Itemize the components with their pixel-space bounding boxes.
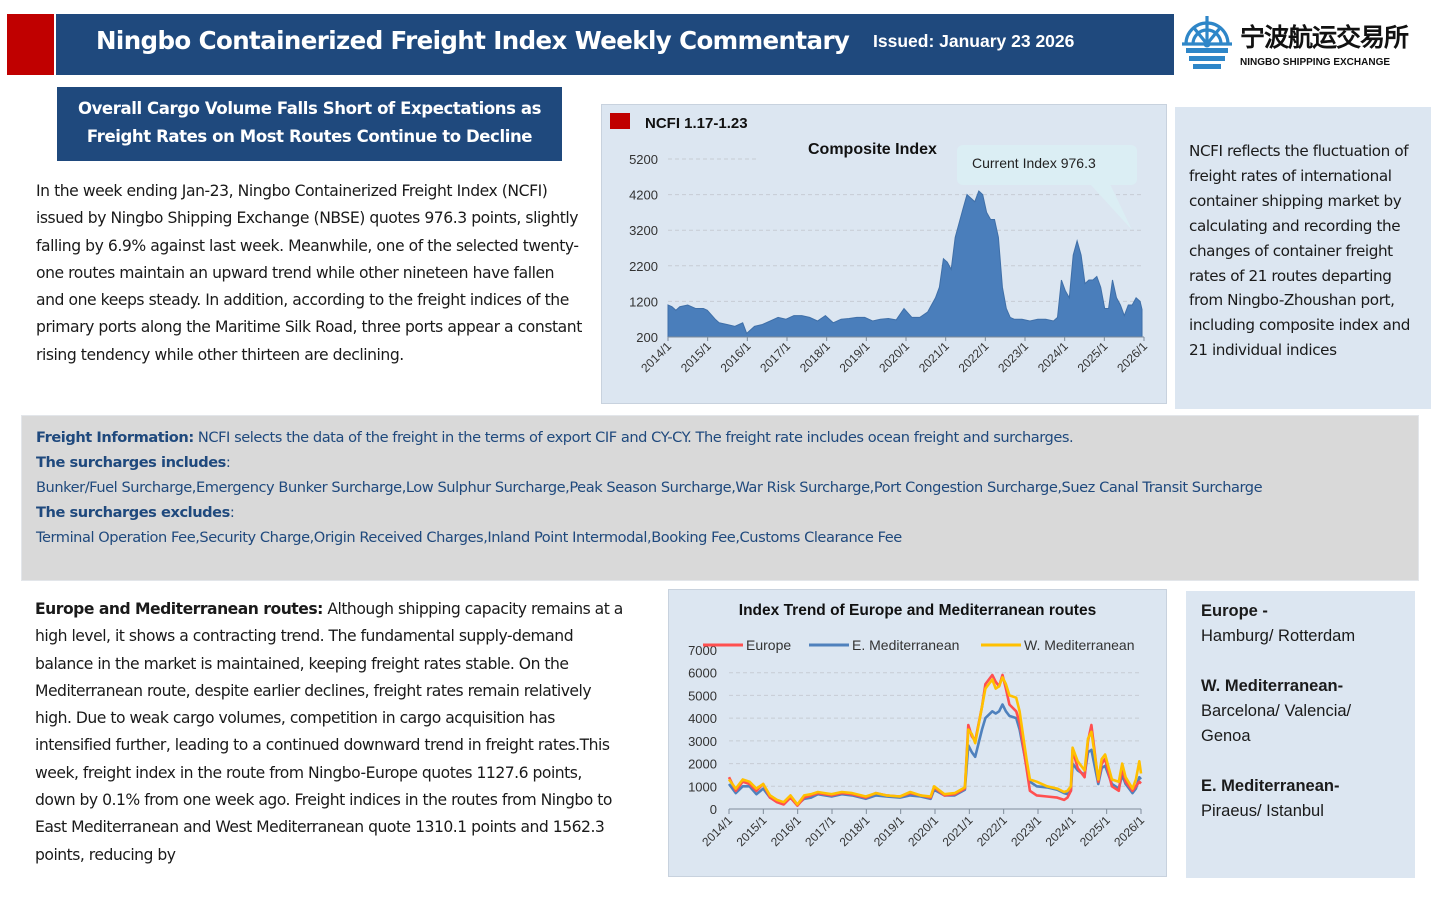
ncfi-marker [610,113,630,129]
x-tick-label: 2016/1 [768,813,804,849]
header-bar [56,14,1174,75]
y-tick-label: 0 [710,802,717,817]
x-tick-label: 2017/1 [802,813,838,849]
y-tick-label: 2000 [688,757,717,772]
x-tick-label: 2018/1 [837,813,873,849]
ningbo-shipping-exchange-logo: 宁波航运交易所 NINGBO SHIPPING EXCHANGE [1178,14,1438,74]
headline-line-1: Overall Cargo Volume Falls Short of Expe… [77,99,542,118]
includes-label: The surcharges includes [36,453,226,471]
freight-info-text: NCFI selects the data of the freight in … [193,429,1074,446]
route-name: W. Mediterranean- [1201,677,1344,695]
y-tick-label: 5000 [688,688,717,703]
headline-line-2: Freight Rates on Most Routes Continue to… [86,127,533,146]
headline-box: Overall Cargo Volume Falls Short of Expe… [57,87,562,161]
page-title: Ningbo Containerized Freight Index Weekl… [96,26,850,55]
y-tick-label: 2200 [629,259,658,274]
route-legend-box: Europe - Hamburg/ Rotterdam W. Mediterra… [1186,591,1415,878]
logo-chinese-text: 宁波航运交易所 [1240,23,1409,52]
colon: : [229,503,235,521]
chart-period-label: NCFI 1.17-1.23 [645,115,748,132]
ncfi-description-box: NCFI reflects the fluctuation of freight… [1175,107,1431,409]
route-name: E. Mediterranean- [1201,777,1340,795]
y-tick-label: 3000 [688,734,717,749]
legend-label: E. Mediterranean [852,637,959,653]
composite-index-area [667,190,1143,338]
y-tick-label: 7000 [688,643,717,658]
intro-paragraph: In the week ending Jan-23, Ningbo Contai… [36,182,582,364]
route-w-mediterranean: W. Mediterranean- Barcelona/ Valencia/ G… [1201,674,1415,749]
y-tick-label: 4000 [688,711,717,726]
y-tick-label: 1000 [688,779,717,794]
x-tick-label: 2021/1 [940,813,976,849]
x-tick-label: 2026/1 [1111,813,1147,849]
x-tick-label: 2017/1 [757,339,793,375]
excludes-heading: The surcharges excludes: [36,501,1404,526]
route-ports: Barcelona/ Valencia/ Genoa [1201,702,1352,745]
x-tick-label: 2022/1 [956,339,992,375]
x-tick-label: 2019/1 [837,339,873,375]
issued-date: Issued: January 23 2026 [873,31,1075,51]
x-tick-label: 2015/1 [678,339,714,375]
x-tick-label: 2023/1 [1008,813,1044,849]
excludes-label: The surcharges excludes [36,503,230,521]
includes-heading: The surcharges includes: [36,451,1404,476]
chart-title: Index Trend of Europe and Mediterranean … [738,602,1097,619]
x-tick-label: 2019/1 [871,813,907,849]
excludes-list: Terminal Operation Fee,Security Charge,O… [36,528,902,546]
x-tick-label: 2021/1 [916,339,952,375]
y-tick-label: 200 [636,330,658,345]
freight-info-label: Freight Information: [36,429,194,446]
callout-tail [1090,184,1132,230]
y-tick-label: 5200 [629,152,658,167]
x-tick-label: 2015/1 [734,813,770,849]
chart-title: Composite Index [808,141,937,158]
x-tick-label: 2024/1 [1035,339,1071,375]
composite-index-chart: NCFI 1.17-1.23 5200 4200 3200 2200 1200 200 20… [601,104,1167,404]
series-line-w-mediterranean [727,676,1143,806]
x-tick-label: 2022/1 [974,813,1010,849]
y-tick-label: 6000 [688,666,717,681]
route-e-mediterranean: E. Mediterranean- Piraeus/ Istanbul [1201,774,1415,824]
x-tick-label: 2024/1 [1043,813,1079,849]
current-index-callout: Current Index 976.3 [957,145,1137,185]
y-tick-label: 1200 [629,294,658,309]
logo-english-text: NINGBO SHIPPING EXCHANGE [1240,57,1391,68]
europe-chart-plot: 7000 6000 5000 4000 3000 2000 1000 02014/12015/… [688,637,1147,849]
x-tick-label: 2023/1 [995,339,1031,375]
route-ports: Hamburg/ Rotterdam [1201,627,1356,645]
route-name: Europe - [1201,602,1268,620]
freight-information-box: Freight Information: NCFI selects the da… [21,415,1419,581]
legend-label: W. Mediterranean [1024,637,1135,653]
x-tick-label: 2020/1 [905,813,941,849]
header-accent-block [7,14,54,75]
x-tick-label: 2020/1 [876,339,912,375]
includes-list: Bunker/Fuel Surcharge,Emergency Bunker S… [36,478,1263,496]
section-text: Although shipping capacity remains at a … [35,600,623,864]
y-tick-label: 3200 [629,223,658,238]
current-index-annotation: Current Index 976.3 [972,155,1096,171]
freight-info-line: Freight Information: NCFI selects the da… [36,426,1404,451]
x-tick-label: 2016/1 [718,339,754,375]
section-label: Europe and Mediterranean routes: [35,600,323,618]
x-tick-label: 2025/1 [1077,813,1113,849]
legend-label: Europe [746,637,791,653]
ship-wheel-icon [1182,16,1232,69]
x-tick-label: 2025/1 [1075,339,1111,375]
ncfi-description: NCFI reflects the fluctuation of freight… [1189,142,1410,360]
route-europe: Europe - Hamburg/ Rotterdam [1201,599,1415,649]
x-tick-label: 2018/1 [797,339,833,375]
x-tick-label: 2026/1 [1114,339,1150,375]
colon: : [225,453,231,471]
europe-mediterranean-chart: Index Trend of Europe and Mediterranean … [668,589,1167,877]
route-ports: Piraeus/ Istanbul [1201,802,1324,820]
x-tick-label: 2014/1 [699,813,735,849]
europe-mediterranean-paragraph: Europe and Mediterranean routes: Althoug… [35,596,625,869]
y-tick-label: 4200 [629,188,658,203]
